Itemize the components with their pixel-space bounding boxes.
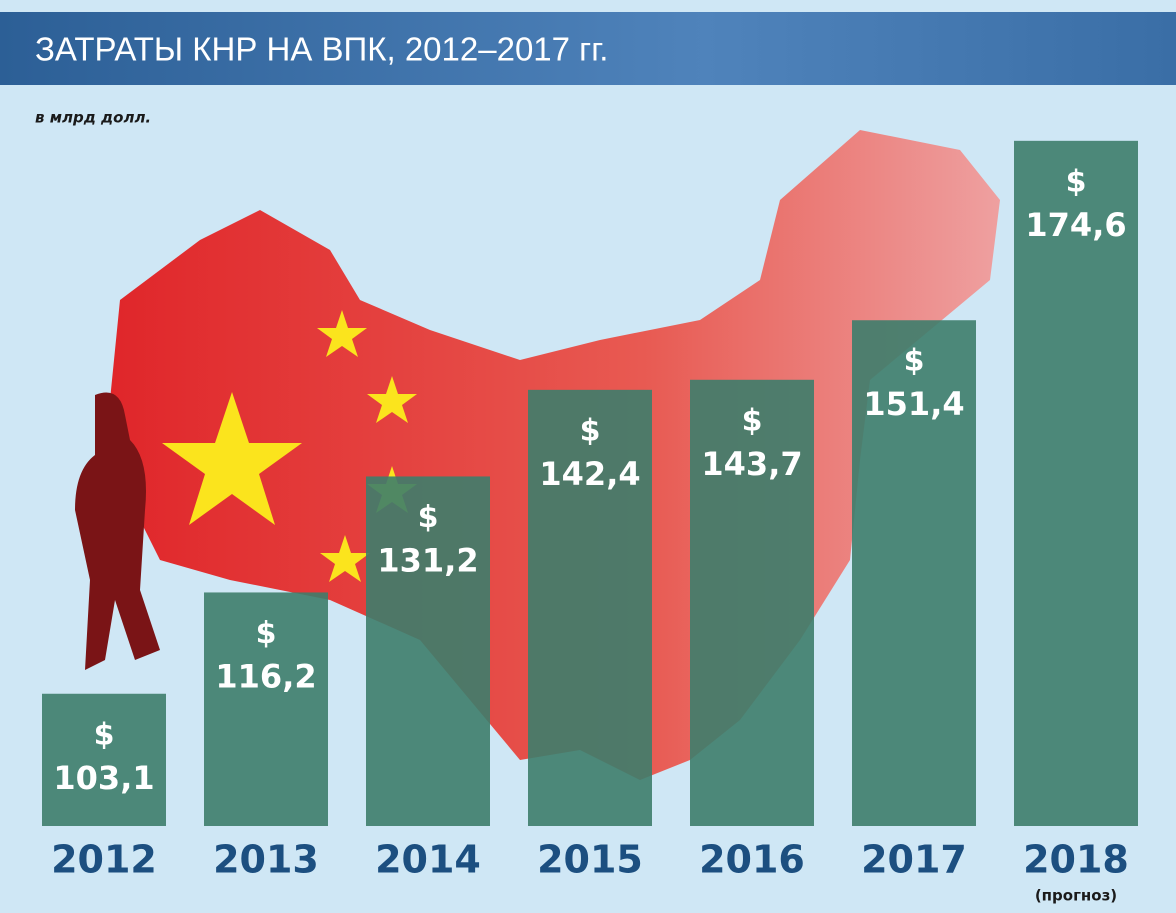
bar (42, 693, 166, 826)
bar (204, 592, 328, 826)
bar (690, 379, 814, 826)
value-prefix: $ (1066, 164, 1087, 199)
value-prefix: $ (580, 413, 601, 448)
soldier-silhouette (75, 392, 160, 670)
x-tick-label: 2017 (861, 838, 967, 882)
x-tick-label: 2014 (375, 838, 481, 882)
value-prefix: $ (742, 403, 763, 438)
category-note: (прогноз) (1035, 887, 1117, 905)
flag-star (320, 535, 370, 582)
value-prefix: $ (94, 717, 115, 752)
flag-star (162, 392, 302, 525)
header-band (0, 12, 1176, 85)
bar (528, 389, 652, 826)
bar (1014, 140, 1138, 826)
bar (366, 476, 490, 826)
x-tick-label: 2018 (1023, 838, 1129, 882)
value-label: 103,1 (53, 759, 154, 797)
bar (852, 320, 976, 826)
x-tick-label: 2015 (537, 838, 643, 882)
value-prefix: $ (256, 616, 277, 651)
chart-title: ЗАТРАТЫ КНР НА ВПК, 2012–2017 гг. (35, 31, 608, 68)
value-label: 131,2 (377, 541, 478, 579)
flag-star (367, 376, 417, 423)
value-prefix: $ (418, 500, 439, 535)
value-label: 151,4 (863, 385, 964, 423)
chart-subtitle: в млрд долл. (35, 109, 151, 127)
x-tick-label: 2013 (213, 838, 319, 882)
value-prefix: $ (904, 344, 925, 379)
x-tick-label: 2016 (699, 838, 805, 882)
value-label: 142,4 (539, 455, 640, 493)
value-label: 174,6 (1025, 206, 1126, 244)
value-label: 116,2 (215, 657, 316, 695)
x-tick-label: 2012 (51, 838, 157, 882)
flag-star (317, 310, 367, 357)
value-label: 143,7 (701, 445, 802, 483)
